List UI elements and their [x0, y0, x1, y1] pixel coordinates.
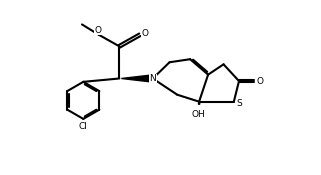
Text: O: O — [141, 29, 148, 38]
Text: O: O — [94, 26, 101, 35]
Text: OH: OH — [191, 110, 205, 119]
Text: Cl: Cl — [79, 122, 88, 131]
Text: S: S — [237, 99, 242, 108]
Text: O: O — [256, 77, 264, 86]
Polygon shape — [121, 75, 152, 82]
Text: N: N — [149, 74, 156, 83]
Polygon shape — [198, 102, 200, 104]
